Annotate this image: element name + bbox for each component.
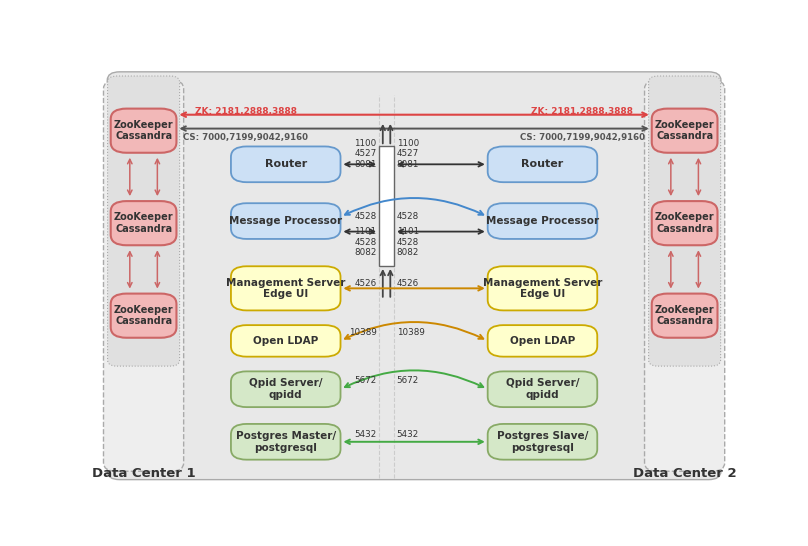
Text: Qpid Server/
qpidd: Qpid Server/ qpidd [249,378,322,400]
Text: Open LDAP: Open LDAP [253,336,318,346]
FancyBboxPatch shape [488,203,597,239]
Text: 1101
4528
8082: 1101 4528 8082 [397,227,419,257]
Text: Message Processor: Message Processor [486,216,599,226]
Text: Management Server
Edge UI: Management Server Edge UI [226,277,345,299]
FancyBboxPatch shape [231,424,340,460]
Text: Qpid Server/
qpidd: Qpid Server/ qpidd [506,378,579,400]
Text: ZooKeeper
Cassandra: ZooKeeper Cassandra [114,120,174,141]
FancyBboxPatch shape [645,80,725,471]
Text: 1100
4527
8081: 1100 4527 8081 [397,139,419,169]
Text: 10389: 10389 [349,328,377,337]
Text: ZK: 2181,2888,3888: ZK: 2181,2888,3888 [196,107,297,116]
FancyBboxPatch shape [107,72,721,479]
Text: CS: 7000,7199,9042,9160: CS: 7000,7199,9042,9160 [183,133,308,143]
Text: 1101
4528
8082: 1101 4528 8082 [354,227,377,257]
FancyBboxPatch shape [649,76,721,366]
FancyBboxPatch shape [231,325,340,357]
FancyBboxPatch shape [231,203,340,239]
FancyBboxPatch shape [488,146,597,182]
Text: Open LDAP: Open LDAP [510,336,575,346]
FancyBboxPatch shape [652,109,718,153]
Text: Message Processor: Message Processor [229,216,343,226]
Text: ZooKeeper
Cassandra: ZooKeeper Cassandra [654,120,714,141]
Text: ZooKeeper
Cassandra: ZooKeeper Cassandra [114,305,174,327]
Text: ZK: 2181,2888,3888: ZK: 2181,2888,3888 [531,107,633,116]
Text: Postgres Slave/
postgresql: Postgres Slave/ postgresql [497,431,588,453]
Text: Router: Router [521,159,564,169]
Text: 5432: 5432 [354,430,377,439]
FancyBboxPatch shape [652,201,718,245]
Text: 4526: 4526 [397,279,419,288]
FancyBboxPatch shape [488,424,597,460]
FancyBboxPatch shape [488,266,597,311]
Text: ZooKeeper
Cassandra: ZooKeeper Cassandra [654,212,714,234]
Text: ZooKeeper
Cassandra: ZooKeeper Cassandra [114,212,174,234]
FancyBboxPatch shape [231,266,340,311]
FancyBboxPatch shape [111,294,176,338]
Text: 5672: 5672 [397,376,419,385]
Text: Management Server
Edge UI: Management Server Edge UI [483,277,602,299]
FancyBboxPatch shape [103,80,183,471]
FancyBboxPatch shape [107,76,179,366]
Text: CS: 7000,7199,9042,9160: CS: 7000,7199,9042,9160 [520,133,646,143]
FancyBboxPatch shape [488,371,597,407]
Text: 4528: 4528 [354,212,377,221]
Text: 10389: 10389 [397,328,424,337]
FancyBboxPatch shape [652,294,718,338]
FancyBboxPatch shape [231,146,340,182]
Text: 4528: 4528 [397,212,419,221]
FancyBboxPatch shape [111,201,176,245]
Text: 5432: 5432 [397,430,419,439]
Text: 1100
4527
8081: 1100 4527 8081 [354,139,377,169]
Text: Router: Router [264,159,307,169]
Text: Data Center 1: Data Center 1 [92,467,196,480]
FancyBboxPatch shape [231,371,340,407]
FancyBboxPatch shape [488,325,597,357]
Bar [379,146,394,266]
Text: 5672: 5672 [354,376,377,385]
FancyBboxPatch shape [111,109,176,153]
Text: Data Center 2: Data Center 2 [633,467,736,480]
Text: Postgres Master/
postgresql: Postgres Master/ postgresql [236,431,336,453]
Text: ZooKeeper
Cassandra: ZooKeeper Cassandra [654,305,714,327]
Text: 4526: 4526 [355,279,377,288]
